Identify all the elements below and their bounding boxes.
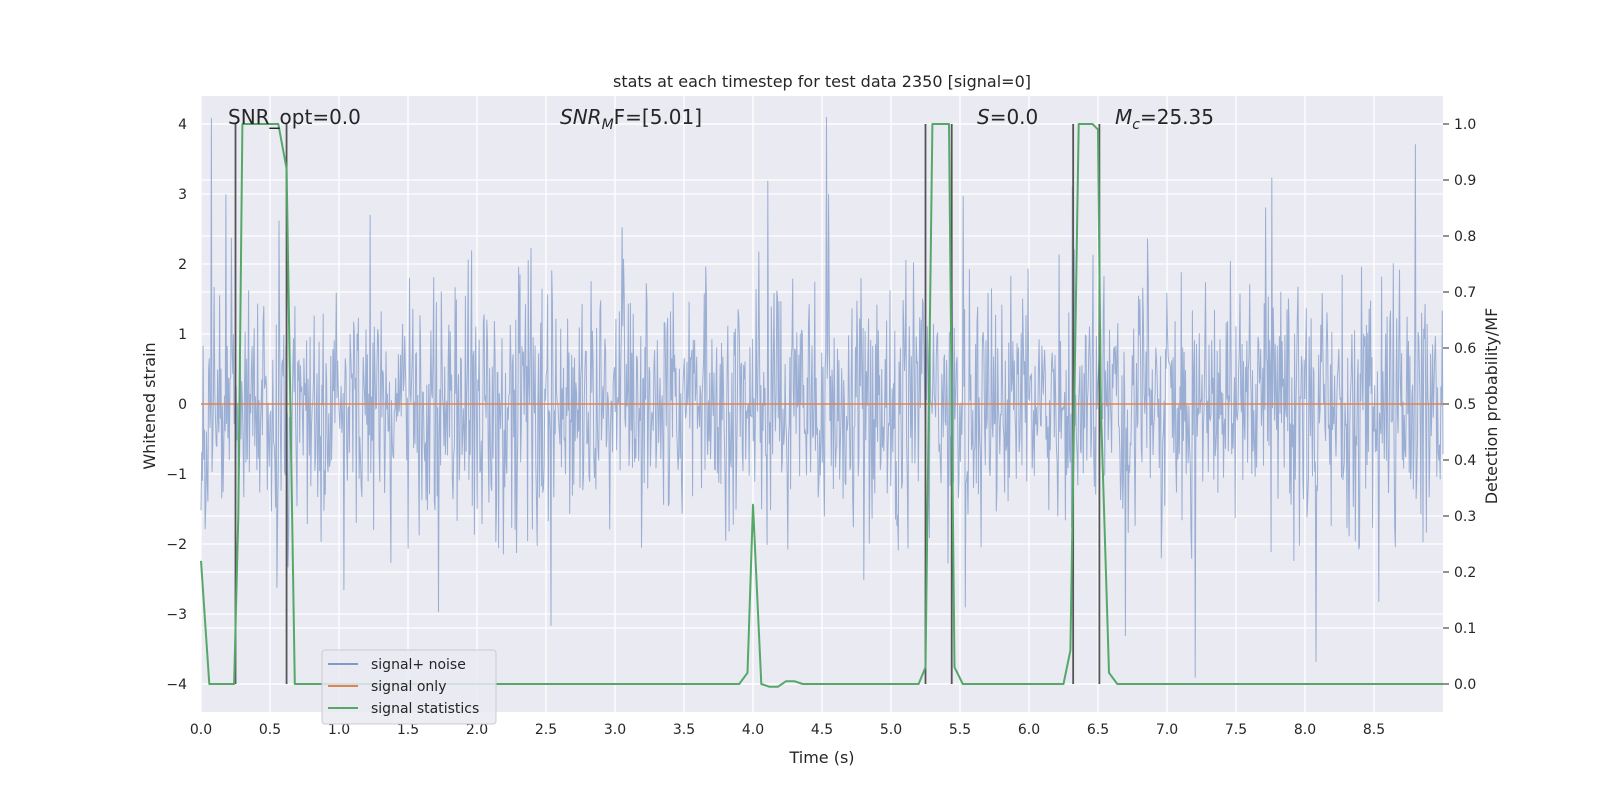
- x-tick-label: 4.5: [811, 722, 833, 738]
- y2-axis-label: Detection probability/MF: [1482, 308, 1501, 505]
- x-tick-label: 1.0: [328, 722, 350, 738]
- x-tick-label: 2.0: [466, 722, 488, 738]
- x-tick-label: 0.5: [259, 722, 281, 738]
- x-tick-label: 2.5: [535, 722, 557, 738]
- y-tick-label: −3: [166, 607, 187, 623]
- y-axis-ticks: −4 −3 −2 −1 0 1 2 3 4: [166, 117, 187, 693]
- legend-label-signal-statistics: signal statistics: [371, 701, 479, 717]
- y-axis-label: Whitened strain: [140, 342, 159, 469]
- x-tick-label: 7.0: [1156, 722, 1178, 738]
- y2-tick-label: 0.5: [1454, 397, 1476, 413]
- annotation-snr-mf: SNRMF=[5.01]: [560, 105, 702, 133]
- signal-statistics-line: [200, 123, 1443, 688]
- y2-tick-label: 0.1: [1454, 621, 1476, 637]
- x-tick-label: 3.0: [604, 722, 626, 738]
- x-axis-ticks: 0.0 0.5 1.0 1.5 2.0 2.5 3.0 3.5 4.0 4.5 5.0 5.5 6.0 6…: [190, 722, 1385, 738]
- y2-tick-label: 0.2: [1454, 565, 1476, 581]
- y2-tick-label: 0.7: [1454, 285, 1476, 301]
- chart-title: stats at each timestep for test data 235…: [613, 72, 1031, 91]
- annotation-mc: Mc=25.35: [1115, 105, 1214, 133]
- y2-tick-label: 0.4: [1454, 453, 1476, 469]
- x-tick-label: 7.5: [1225, 722, 1247, 738]
- x-tick-label: 1.5: [397, 722, 419, 738]
- x-tick-label: 6.5: [1087, 722, 1109, 738]
- legend-label-signal-noise: signal+ noise: [371, 657, 466, 673]
- x-tick-label: 8.5: [1363, 722, 1385, 738]
- y-tick-label: −4: [166, 677, 187, 693]
- y2-axis-ticks: 0.0 0.1 0.2 0.3 0.4 0.5 0.6 0.7 0.8 0.9 1.0: [1443, 117, 1476, 693]
- y2-tick-label: 0.0: [1454, 677, 1476, 693]
- y2-tick-label: 0.9: [1454, 173, 1476, 189]
- y-tick-label: 3: [178, 187, 187, 203]
- y2-tick-label: 1.0: [1454, 117, 1476, 133]
- x-tick-label: 3.5: [673, 722, 695, 738]
- legend: signal+ noise signal only signal statist…: [321, 649, 497, 725]
- y2-tick-label: 0.8: [1454, 229, 1476, 245]
- legend-box: [321, 649, 497, 725]
- signal-statistics-series: [200, 123, 1443, 688]
- y-tick-label: −2: [166, 537, 187, 553]
- y2-tick-label: 0.6: [1454, 341, 1476, 357]
- y-tick-label: −1: [166, 467, 187, 483]
- x-tick-label: 0.0: [190, 722, 212, 738]
- y2-tick-label: 0.3: [1454, 509, 1476, 525]
- x-tick-label: 6.0: [1018, 722, 1040, 738]
- y-tick-label: 2: [178, 257, 187, 273]
- signal-noise-series: [200, 116, 1444, 678]
- signal-noise-line: [200, 116, 1444, 678]
- x-tick-label: 8.0: [1294, 722, 1316, 738]
- annotation-snr-opt: SNR_opt=0.0: [228, 105, 361, 129]
- legend-label-signal-only: signal only: [371, 679, 446, 695]
- x-axis-label: Time (s): [788, 748, 854, 767]
- x-tick-label: 5.0: [880, 722, 902, 738]
- annotation-s: S=0.0: [977, 105, 1038, 129]
- y-tick-label: 1: [178, 327, 187, 343]
- y-tick-label: 4: [178, 117, 187, 133]
- y-tick-label: 0: [178, 397, 187, 413]
- x-tick-label: 5.5: [949, 722, 971, 738]
- x-tick-label: 4.0: [742, 722, 764, 738]
